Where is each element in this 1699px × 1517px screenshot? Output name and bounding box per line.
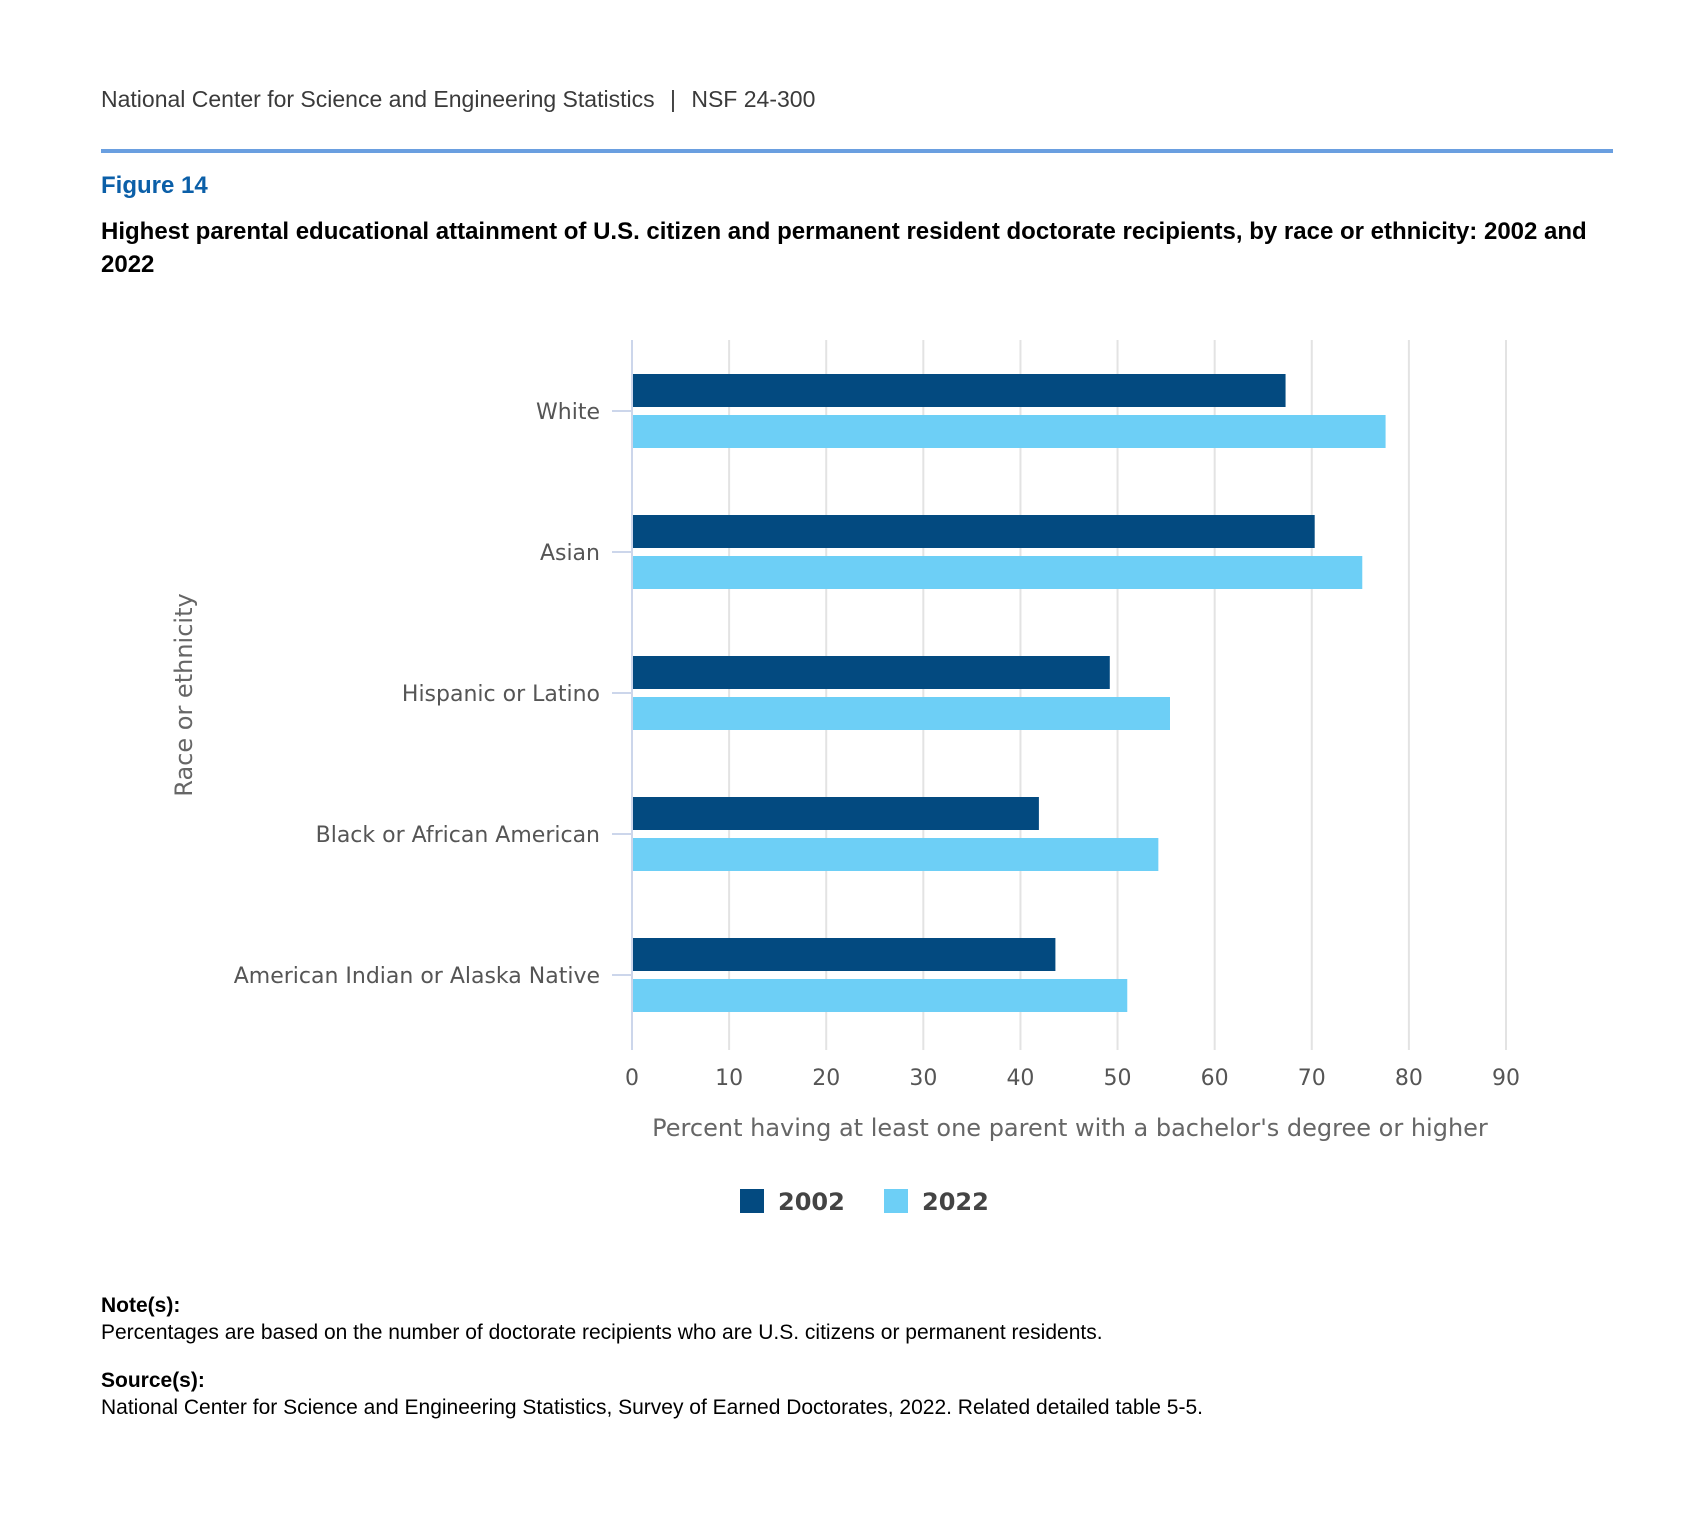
bars — [632, 374, 1386, 1012]
x-tick-label: 70 — [1298, 1066, 1326, 1091]
x-tick-label: 40 — [1006, 1066, 1034, 1091]
y-tick-label: American Indian or Alaska Native — [234, 964, 600, 989]
legend-swatch-2022 — [884, 1189, 908, 1213]
bar-chart: White Asian Hispanic or Latino Black or Afr… — [170, 340, 1520, 1216]
legend-swatch-2002 — [740, 1189, 764, 1213]
bar-2022 — [632, 697, 1170, 730]
bar-2022 — [632, 556, 1363, 589]
note-text: Percentages are based on the number of d… — [101, 1321, 1103, 1344]
x-tick-label: 90 — [1492, 1066, 1520, 1091]
bar-2002 — [632, 374, 1286, 407]
figure-title: Highest parental educational attainment … — [101, 218, 1587, 278]
source-heading: Source(s): — [101, 1369, 205, 1392]
header-divider — [101, 149, 1613, 153]
bar-2002 — [632, 938, 1056, 971]
x-tick-label: 50 — [1104, 1066, 1132, 1091]
y-axis: White Asian Hispanic or Latino Black or Afr… — [234, 340, 633, 1050]
bar-2002 — [632, 515, 1315, 548]
x-tick-label: 0 — [625, 1066, 639, 1091]
bar-2002 — [632, 656, 1110, 689]
y-axis-title: Race or ethnicity — [170, 593, 198, 796]
x-tick-label: 10 — [715, 1066, 743, 1091]
bar-2022 — [632, 979, 1128, 1012]
bar-2002 — [632, 797, 1039, 830]
x-axis: 0 10 20 30 40 50 60 70 80 90 — [625, 1066, 1520, 1091]
y-tick-label: White — [536, 400, 600, 425]
legend-label-2022: 2022 — [922, 1188, 989, 1216]
bar-2022 — [632, 415, 1386, 448]
notes-section: Note(s): Percentages are based on the nu… — [101, 1292, 1203, 1442]
gridlines — [728, 340, 1507, 1050]
org-name: National Center for Science and Engineer… — [101, 86, 655, 112]
legend-label-2002: 2002 — [778, 1188, 845, 1216]
legend: 2002 2022 — [740, 1188, 989, 1216]
y-tick-label: Asian — [540, 541, 600, 566]
x-tick-label: 30 — [909, 1066, 937, 1091]
figure-label: Figure 14 — [101, 172, 208, 199]
y-tick-label: Black or African American — [316, 823, 600, 848]
bar-2022 — [632, 838, 1159, 871]
source-text: National Center for Science and Engineer… — [101, 1396, 1203, 1419]
x-tick-label: 60 — [1201, 1066, 1229, 1091]
x-axis-title: Percent having at least one parent with … — [652, 1114, 1488, 1142]
note-heading: Note(s): — [101, 1294, 181, 1317]
header-separator: | — [669, 86, 676, 112]
y-tick-label: Hispanic or Latino — [402, 682, 600, 707]
report-number: NSF 24-300 — [691, 86, 816, 112]
x-tick-label: 20 — [812, 1066, 840, 1091]
x-tick-label: 80 — [1395, 1066, 1423, 1091]
report-header: National Center for Science and Engineer… — [101, 86, 815, 113]
